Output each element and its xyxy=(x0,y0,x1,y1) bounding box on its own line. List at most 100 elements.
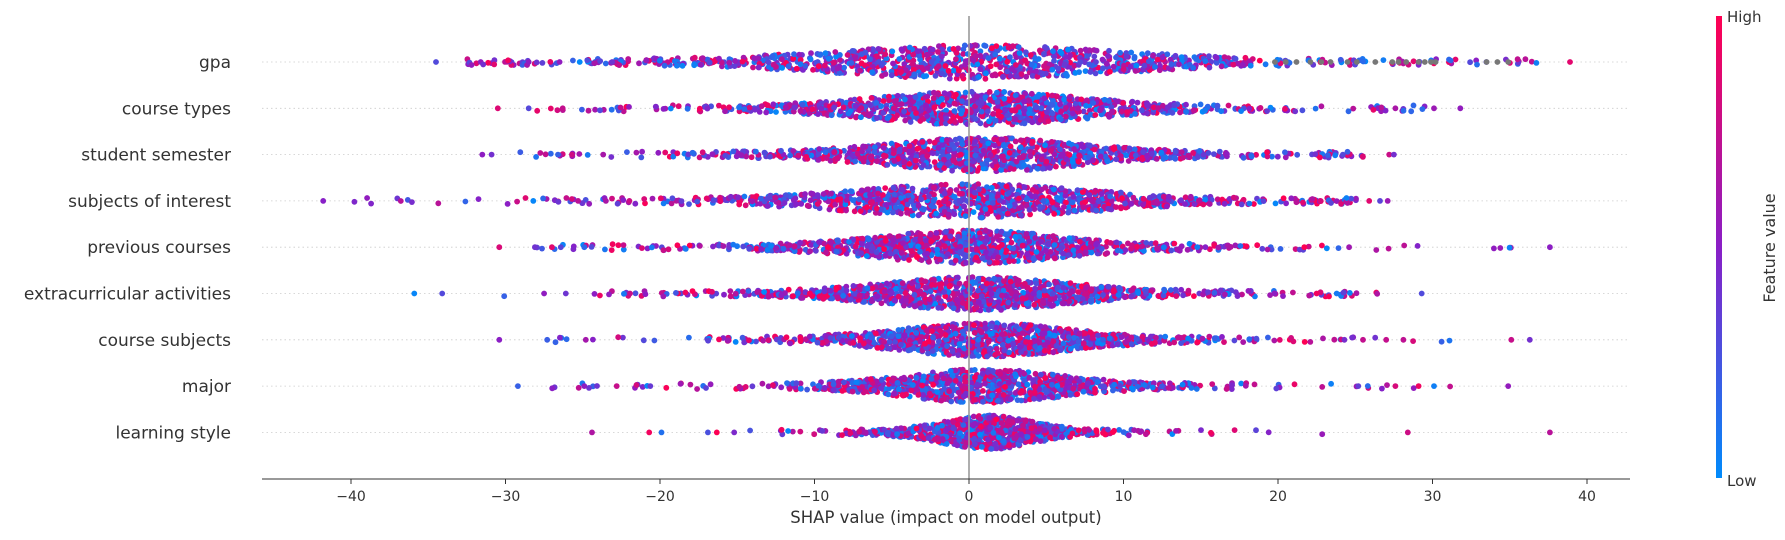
shap-point xyxy=(1166,194,1172,200)
shap-point xyxy=(1027,106,1033,112)
shap-point xyxy=(894,113,900,119)
shap-point xyxy=(692,55,698,61)
shap-point xyxy=(1401,108,1407,114)
shap-point xyxy=(609,107,615,113)
shap-point xyxy=(1004,183,1010,189)
shap-point xyxy=(705,106,711,112)
shap-point xyxy=(615,201,621,207)
data-points xyxy=(320,42,1573,452)
shap-point xyxy=(907,45,913,51)
shap-point-missing xyxy=(1422,59,1428,65)
shap-point xyxy=(1128,64,1134,70)
shap-point-missing xyxy=(1328,59,1334,65)
shap-point xyxy=(1080,189,1086,195)
shap-point xyxy=(1050,199,1056,205)
shap-point xyxy=(1033,68,1039,74)
shap-point xyxy=(920,139,926,145)
shap-point xyxy=(1034,104,1040,110)
shap-point xyxy=(1059,185,1065,191)
shap-point xyxy=(1567,59,1573,65)
shap-point xyxy=(1379,105,1385,111)
shap-point xyxy=(770,101,776,107)
shap-point xyxy=(915,48,921,54)
shap-point xyxy=(1155,57,1161,63)
shap-point xyxy=(896,56,902,62)
shap-point xyxy=(817,52,823,58)
shap-point xyxy=(947,188,953,194)
shap-point xyxy=(1155,105,1161,111)
shap-point xyxy=(1067,94,1073,100)
shap-point xyxy=(983,206,989,212)
shap-point xyxy=(1170,110,1176,116)
shap-point xyxy=(990,111,996,117)
shap-point xyxy=(858,156,864,162)
shap-point xyxy=(912,71,918,77)
shap-point xyxy=(1091,54,1097,60)
shap-point xyxy=(1128,50,1134,56)
shap-point xyxy=(1164,51,1170,57)
shap-point xyxy=(1093,208,1099,214)
shap-point xyxy=(625,56,631,62)
shap-point xyxy=(916,203,922,209)
shap-point xyxy=(1218,108,1224,114)
shap-point xyxy=(1029,62,1035,68)
shap-point xyxy=(750,65,756,71)
shap-point xyxy=(320,198,326,204)
shap-point xyxy=(1054,195,1060,201)
shap-point xyxy=(543,151,549,157)
shap-point xyxy=(875,191,881,197)
shap-point xyxy=(1090,100,1096,106)
shap-point xyxy=(898,211,904,217)
shap-point xyxy=(869,153,875,159)
shap-point xyxy=(973,147,979,153)
shap-point xyxy=(1139,107,1145,113)
shap-point-missing xyxy=(1416,59,1422,65)
shap-point xyxy=(805,203,811,209)
shap-point xyxy=(876,46,882,52)
shap-point xyxy=(1033,194,1039,200)
shap-point xyxy=(897,148,903,154)
shap-point xyxy=(603,198,609,204)
shap-point xyxy=(929,59,935,65)
shap-point xyxy=(946,68,952,74)
shap-point xyxy=(1100,57,1106,63)
shap-point xyxy=(933,211,939,217)
shap-point xyxy=(791,51,797,57)
shap-point xyxy=(1016,44,1022,50)
shap-point xyxy=(962,62,968,68)
shap-point xyxy=(1082,199,1088,205)
shap-point xyxy=(891,105,897,111)
shap-point xyxy=(923,102,929,108)
shap-point xyxy=(996,112,1002,118)
shap-point xyxy=(1300,200,1306,206)
shap-point xyxy=(1078,48,1084,54)
shap-point xyxy=(931,95,937,101)
shap-point xyxy=(1001,89,1007,95)
shap-point xyxy=(1123,54,1129,60)
shap-point xyxy=(1075,106,1081,112)
shap-point xyxy=(987,152,993,158)
shap-point xyxy=(409,199,415,205)
shap-point xyxy=(992,71,998,77)
shap-point xyxy=(874,115,880,121)
shap-point xyxy=(1240,62,1246,68)
shap-point xyxy=(1097,107,1103,113)
shap-point xyxy=(881,98,887,104)
shap-point xyxy=(971,209,977,215)
shap-point xyxy=(1313,106,1319,112)
shap-point xyxy=(1047,165,1053,171)
shap-point xyxy=(1140,202,1146,208)
shap-point xyxy=(1275,154,1281,160)
shap-point xyxy=(798,61,804,67)
shap-point xyxy=(856,196,862,202)
shap-point xyxy=(1035,166,1041,172)
shap-point xyxy=(1179,149,1185,155)
shap-point xyxy=(1041,198,1047,204)
shap-point xyxy=(956,68,962,74)
shap-point xyxy=(977,66,983,72)
shap-point xyxy=(641,196,647,202)
shap-point xyxy=(810,106,816,112)
shap-point xyxy=(1105,158,1111,164)
shap-point xyxy=(756,65,762,71)
